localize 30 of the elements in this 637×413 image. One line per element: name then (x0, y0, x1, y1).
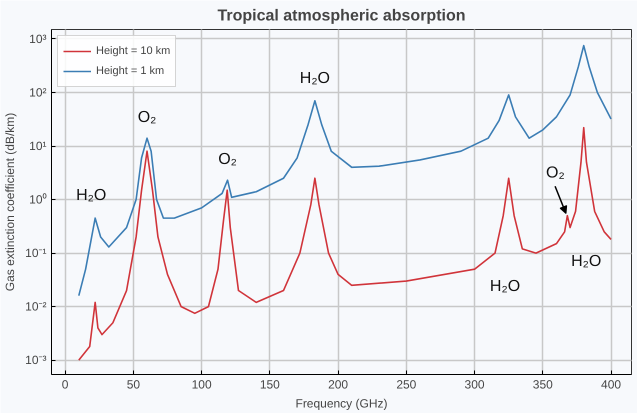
y-tick-label: 10⁻² (25, 300, 47, 314)
y-tick-label: 10⁻¹ (25, 246, 47, 260)
annotation: O₂ (138, 109, 156, 126)
y-axis-title: Gas extinction coefficient (dB/km) (3, 112, 18, 292)
x-tick-label: 350 (532, 378, 554, 392)
y-tick-label: 10¹ (29, 139, 47, 154)
line-series (78, 126, 612, 361)
y-tick-label: 10⁰ (29, 192, 47, 207)
y-tick-label: 10⁻³ (25, 353, 47, 368)
x-tick-label: 200 (328, 378, 348, 392)
annotation: H₂O (76, 187, 106, 204)
x-tick-label: 250 (396, 378, 417, 392)
legend-label: Height = 1 km (96, 64, 164, 78)
x-tick-label: 300 (464, 378, 485, 392)
y-tick-label: 10³ (29, 32, 47, 46)
y-tick-label: 10² (29, 85, 47, 100)
x-axis-title: Frequency (GHz) (295, 396, 388, 410)
x-tick-label: 50 (126, 378, 140, 392)
annotation: H₂O (300, 70, 330, 87)
annotation: O₂ (546, 164, 565, 182)
annotation: H₂O (490, 278, 520, 296)
annotation: H₂O (571, 252, 602, 270)
line-series (78, 44, 612, 297)
chart-title: Tropical atmospheric absorption (217, 8, 466, 24)
x-tick-label: 150 (260, 378, 280, 392)
x-tick-label: 0 (62, 378, 69, 392)
x-tick-label: 100 (192, 378, 212, 392)
x-tick-label: 400 (601, 378, 622, 392)
legend-label: Height = 10 km (96, 44, 170, 58)
annotation: O₂ (218, 151, 237, 168)
